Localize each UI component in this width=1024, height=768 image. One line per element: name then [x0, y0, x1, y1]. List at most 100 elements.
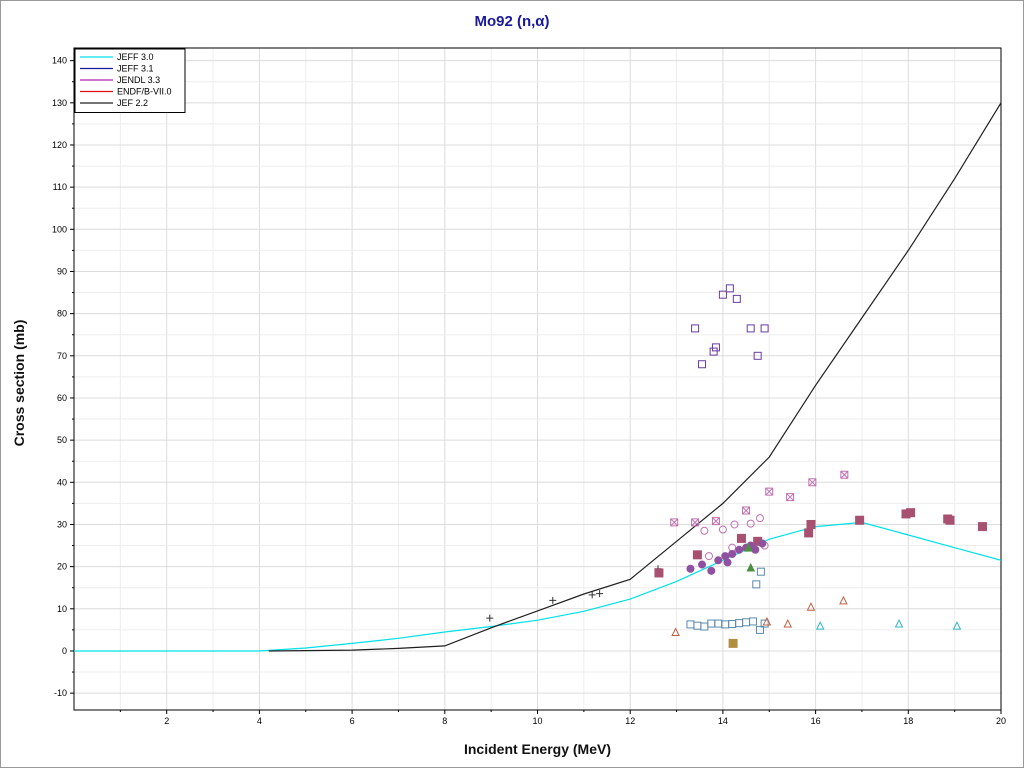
data-point-square: [725, 284, 734, 293]
data-point-triangle: [894, 618, 904, 628]
data-point-square-filled: [692, 550, 702, 560]
data-point-triangle-filled: [744, 543, 753, 552]
x-tick-label: 8: [442, 716, 447, 726]
data-point-square-filled: [806, 519, 816, 529]
data-point-square: [698, 360, 707, 369]
y-tick-label: 90: [57, 266, 67, 276]
x-tick-label: 20: [996, 716, 1006, 726]
legend-label: JEFF 3.1: [117, 64, 154, 74]
data-point-square: [746, 324, 755, 333]
data-point-circle-filled: [714, 556, 723, 565]
data-point-plus: [486, 614, 494, 622]
data-point-square-filled: [977, 522, 987, 532]
data-point-square-crossed: [840, 470, 849, 479]
data-point-circle-filled: [735, 545, 744, 554]
chart-title: Mo92 (n,α): [474, 13, 550, 30]
data-point-plus: [549, 596, 557, 604]
data-point-plus: [588, 591, 596, 599]
data-point-square-crossed: [711, 517, 720, 526]
legend-label: JEF 2.2: [117, 98, 148, 108]
legend-box: [74, 48, 186, 113]
x-axis-label: Incident Energy (MeV): [463, 741, 612, 757]
x-tick-label: 18: [903, 716, 913, 726]
data-point-square-filled: [654, 568, 664, 578]
data-point-triangle: [762, 616, 772, 626]
x-tick-label: 2: [164, 716, 169, 726]
data-point-square-filled: [855, 515, 865, 525]
y-axis-label: Cross section (mb): [11, 319, 27, 447]
data-point-triangle: [952, 621, 962, 630]
data-point-square-filled: [906, 508, 916, 518]
data-point-square-filled: [736, 533, 746, 543]
y-tick-label: 50: [57, 435, 67, 445]
data-point-square-filled: [945, 515, 955, 525]
data-point-square: [760, 324, 769, 333]
data-point-square: [709, 347, 718, 356]
data-point-circle: [746, 519, 755, 528]
data-point-square: [691, 324, 700, 333]
y-tick-label: 100: [52, 224, 67, 234]
data-point-square-crossed: [742, 506, 751, 515]
data-point-square-crossed: [765, 487, 774, 496]
y-tick-label: -10: [54, 688, 67, 698]
y-tick-label: 40: [57, 477, 67, 487]
series-line-jef-2-2: [268, 102, 1001, 652]
data-point-circle-filled: [707, 566, 716, 575]
data-point-triangle: [671, 627, 680, 636]
data-point-square-crossed: [670, 518, 679, 527]
data-point-square: [752, 580, 761, 589]
data-point-circle-filled: [728, 549, 737, 558]
x-tick-label: 16: [811, 716, 821, 726]
data-point-triangle: [839, 595, 848, 605]
data-point-circle-filled: [751, 545, 760, 554]
y-tick-label: 20: [57, 562, 67, 572]
legend-label: JEFF 3.0: [117, 52, 154, 62]
series-line-jeff-3-0: [74, 521, 1001, 652]
data-layer: [74, 102, 1001, 652]
y-tick-label: 30: [57, 519, 67, 529]
data-point-circle: [700, 526, 709, 535]
y-tick-label: 120: [52, 140, 67, 150]
data-point-square: [732, 294, 741, 303]
data-point-square: [760, 619, 769, 628]
x-tick-label: 14: [718, 716, 728, 726]
data-point-square-crossed: [786, 493, 795, 502]
data-point-square: [711, 343, 720, 352]
y-tick-label: 80: [57, 309, 67, 319]
data-point-square: [753, 351, 762, 360]
x-tick-label: 6: [350, 716, 355, 726]
y-tick-label: 110: [53, 182, 67, 192]
legend-label: JENDL 3.3: [117, 75, 160, 85]
data-point-triangle-filled: [746, 562, 756, 572]
data-point-square: [718, 290, 727, 299]
data-point-square-filled: [804, 528, 814, 538]
y-tick-label: 70: [57, 351, 67, 361]
data-point-circle: [730, 520, 739, 529]
data-point-circle-filled: [698, 560, 707, 569]
data-point-circle: [755, 514, 764, 523]
data-point-square-crossed: [808, 478, 817, 487]
data-point-circle-filled: [758, 539, 767, 548]
y-tick-label: 0: [62, 646, 67, 656]
y-tick-label: 130: [52, 98, 67, 108]
data-point-circle: [704, 552, 713, 561]
data-point-circle-filled: [686, 564, 695, 573]
legend-label: ENDF/B-VII.0: [117, 87, 172, 97]
data-point-square: [749, 617, 758, 626]
y-tick-label: 140: [52, 56, 67, 66]
data-point-triangle: [783, 618, 793, 628]
data-point-plus: [596, 590, 604, 598]
data-point-circle-filled: [723, 558, 732, 567]
data-point-triangle: [815, 621, 825, 630]
x-tick-label: 10: [532, 716, 542, 726]
y-tick-label: 10: [57, 604, 67, 614]
data-point-triangle: [806, 602, 816, 611]
data-point-square-filled: [728, 638, 738, 648]
data-point-square: [755, 625, 764, 634]
data-point-circle: [718, 525, 727, 534]
data-point-square: [756, 567, 765, 576]
x-tick-label: 4: [257, 716, 262, 726]
data-point-square-crossed: [691, 518, 700, 527]
